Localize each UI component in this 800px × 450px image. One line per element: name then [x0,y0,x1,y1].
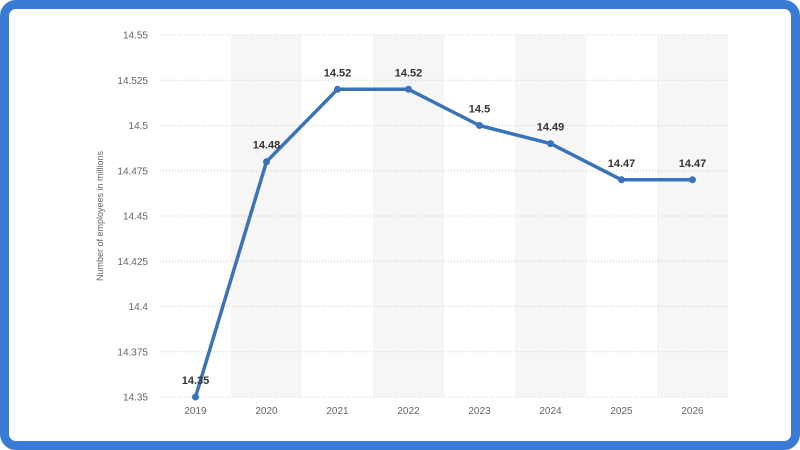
x-axis-ticks: 2019 2020 2021 2022 2023 2024 2025 2026 [184,406,704,417]
x-tick-label: 2021 [326,406,349,417]
x-tick-label: 2025 [610,406,633,417]
data-point-2022[interactable] [405,85,412,93]
data-labels: 14.35 14.48 14.52 14.52 14.5 14.49 14.47 14.47 [182,67,707,387]
band-2022 [373,35,444,397]
data-point-2023[interactable] [476,122,483,129]
data-label-2021: 14.52 [324,67,352,79]
x-tick-label: 2026 [681,406,704,417]
series-line [193,87,695,399]
x-tick-label: 2023 [468,406,491,417]
y-axis-ticks: 14.35 14.375 14.4 14.425 14.45 14.475 14.5 14.5… [117,31,148,404]
y-tick-label: 14.525 [117,76,148,87]
data-label-2026: 14.47 [679,158,707,170]
y-axis-title: Number of employees in millions [95,150,105,281]
data-point-2021[interactable] [334,85,341,93]
data-point-2026[interactable] [689,176,696,184]
data-point-2024[interactable] [547,140,554,148]
data-label-2019: 14.35 [182,375,210,387]
y-tick-label: 14.35 [123,393,148,404]
y-tick-label: 14.425 [117,257,148,268]
line-chart: 14.35 14.375 14.4 14.425 14.45 14.475 14.5 14.5… [95,31,728,417]
y-tick-label: 14.375 [117,347,148,358]
data-label-2024: 14.49 [537,122,565,134]
data-label-2023: 14.5 [469,104,490,116]
y-tick-label: 14.4 [129,302,149,313]
y-tick-label: 14.5 [129,121,149,132]
x-tick-label: 2024 [539,406,562,417]
band-2026 [657,35,728,397]
y-tick-label: 14.55 [123,31,148,42]
y-tick-label: 14.45 [123,212,148,223]
x-tick-label: 2019 [184,406,207,417]
x-tick-label: 2020 [255,406,278,417]
data-point-2025[interactable] [618,176,625,184]
band-2020 [231,35,302,397]
x-tick-label: 2022 [397,406,420,417]
data-point-2020[interactable] [263,158,270,166]
y-tick-label: 14.475 [117,166,148,177]
data-label-2022: 14.52 [395,67,423,79]
background-bands [231,35,728,397]
data-label-2020: 14.48 [253,140,281,152]
data-point-2019[interactable] [192,393,199,401]
series-layer [192,85,696,401]
data-label-2025: 14.47 [608,158,636,170]
